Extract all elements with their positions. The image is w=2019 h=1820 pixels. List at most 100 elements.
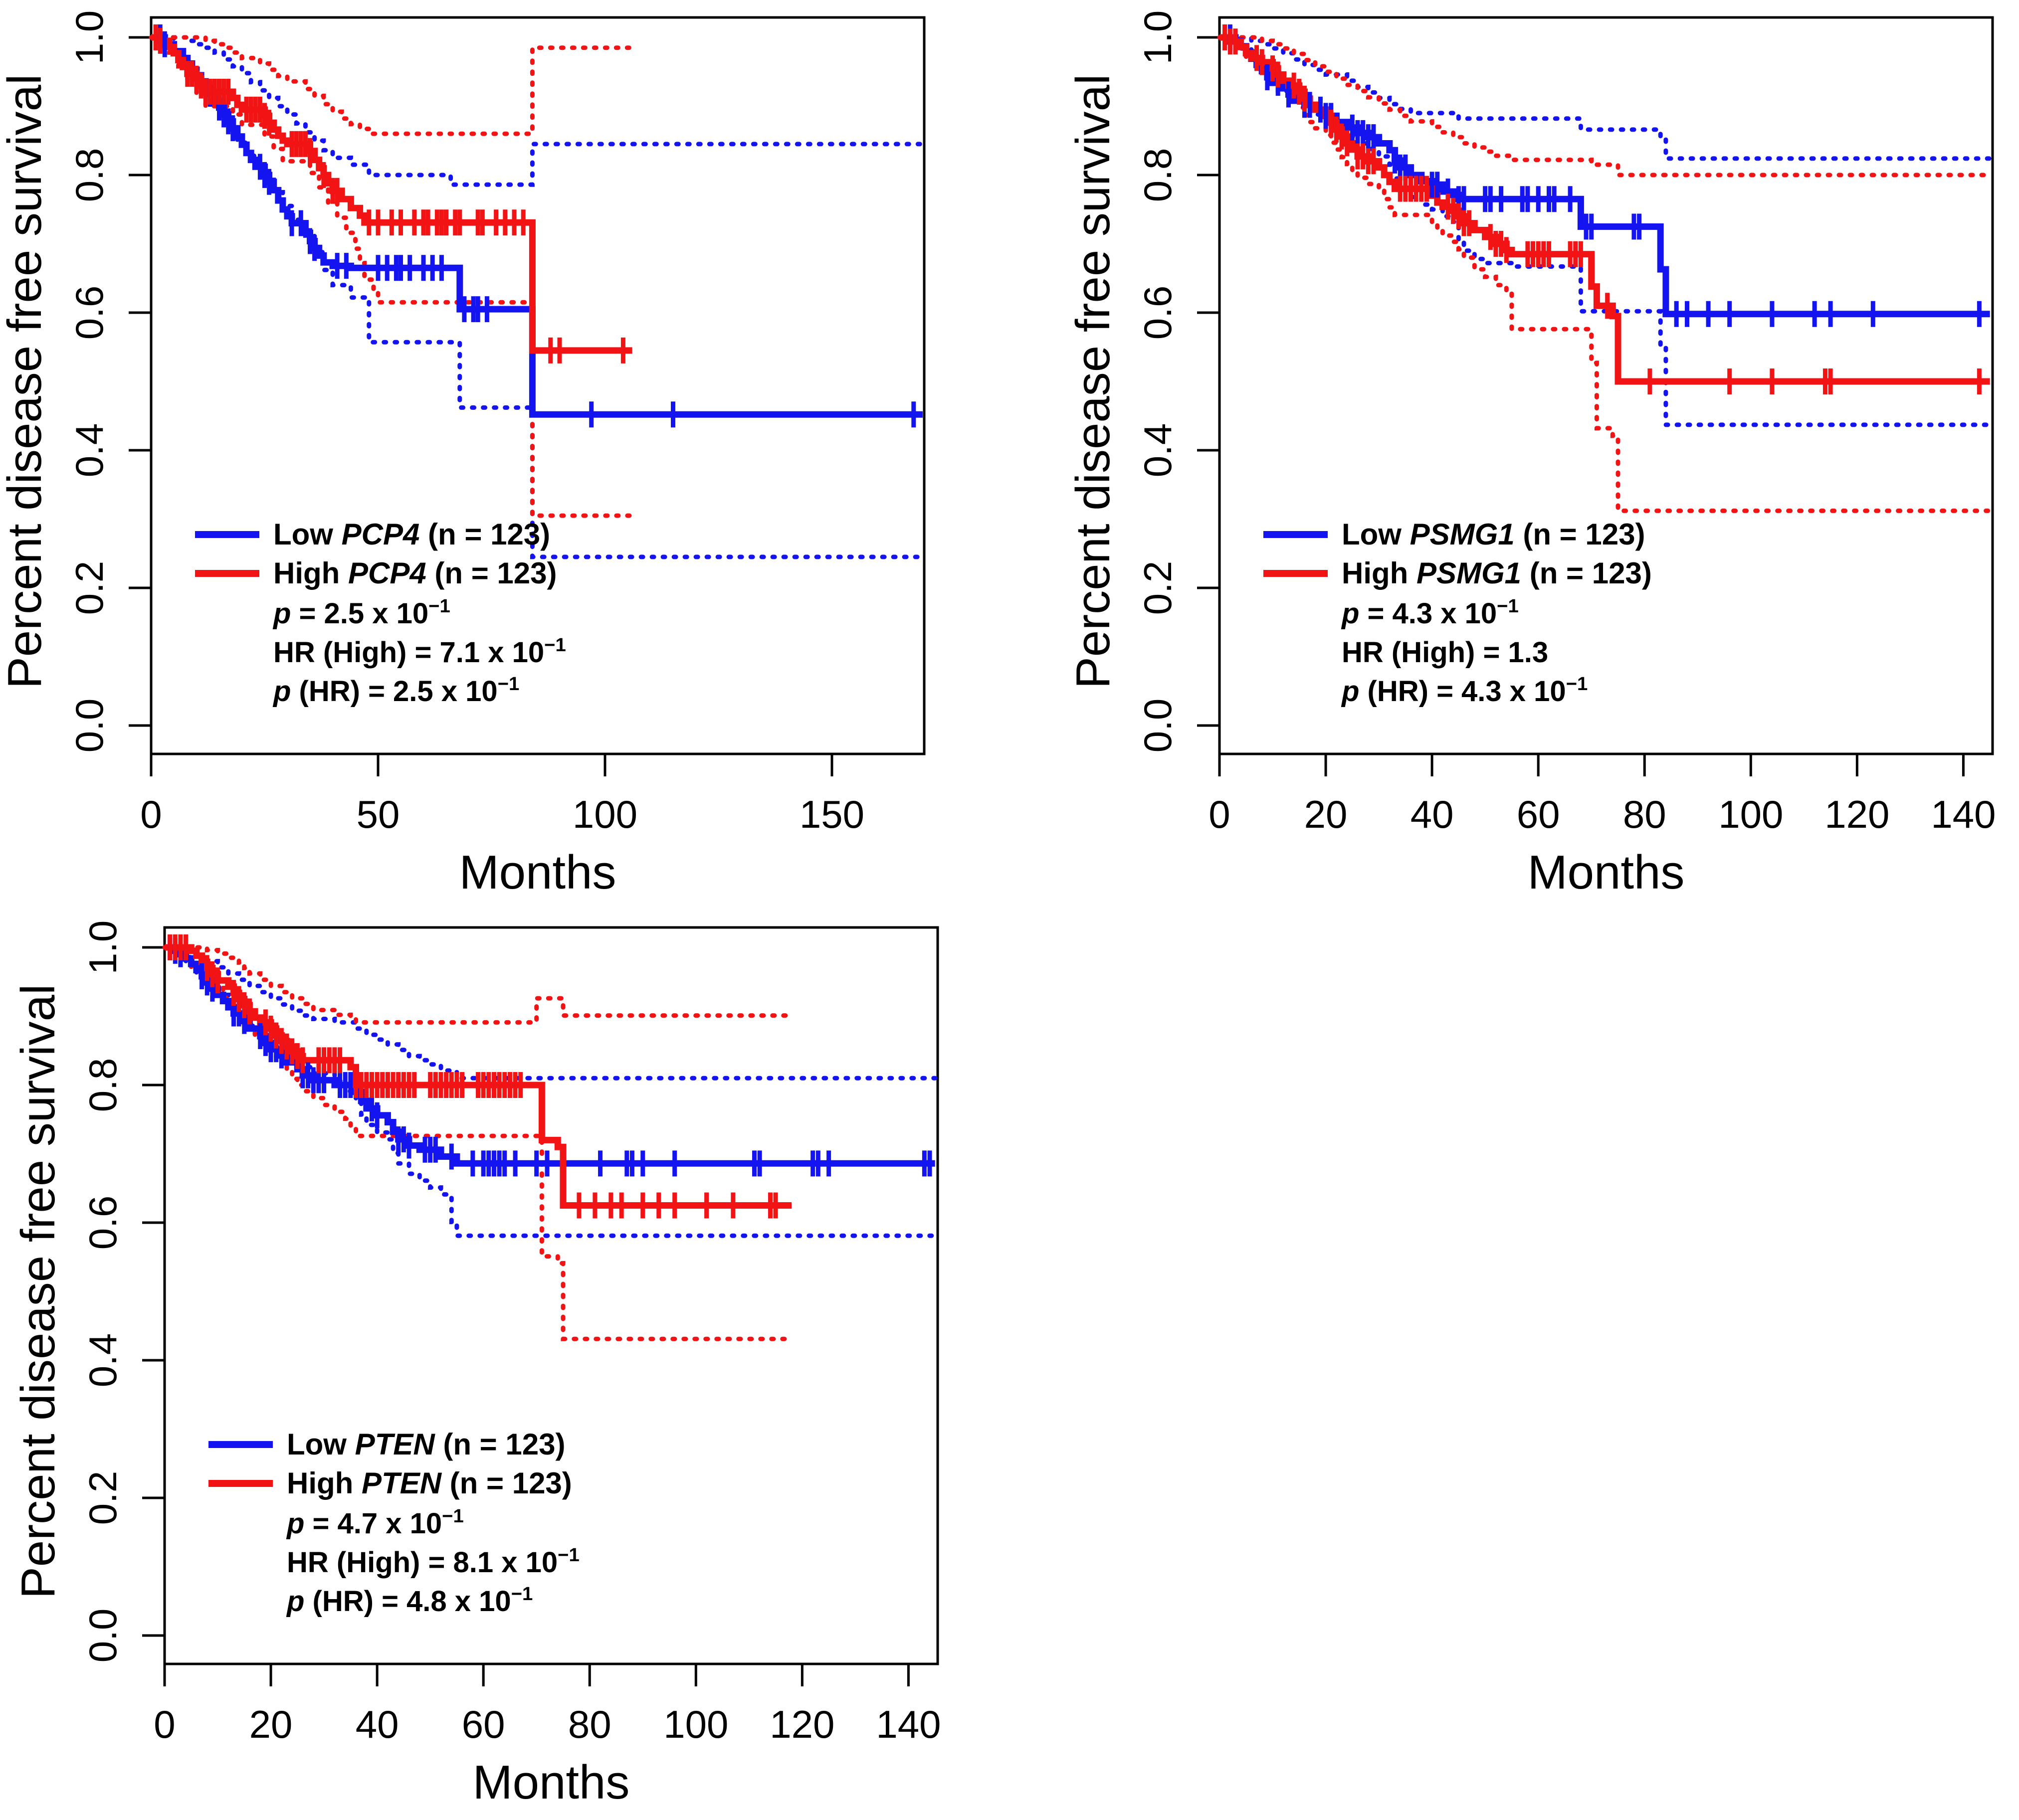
y-axis-tick-label: 0.4 bbox=[67, 423, 111, 477]
ci-upper-high bbox=[149, 35, 635, 136]
superscript-text: −1 bbox=[442, 1505, 464, 1527]
legend-stat-line: p (HR) = 2.5 x 10−1 bbox=[272, 673, 519, 708]
label-text: Low bbox=[287, 1428, 355, 1461]
y-axis-title: Percent disease free survival bbox=[4, 74, 51, 689]
y-axis-tick-label: 0.2 bbox=[1136, 561, 1180, 615]
label-text: Low bbox=[1342, 518, 1410, 551]
label-text: Low bbox=[273, 518, 342, 551]
y-axis-tick-label: 0.0 bbox=[1136, 699, 1180, 752]
x-axis-tick-label: 0 bbox=[154, 1702, 175, 1746]
x-axis-tick-label: 50 bbox=[357, 792, 400, 836]
y-axis-tick-label: 0.6 bbox=[67, 286, 111, 340]
survival-curve-high bbox=[151, 34, 632, 354]
legend-stat-line: p (HR) = 4.3 x 10−1 bbox=[1341, 673, 1588, 708]
censor-marks-low bbox=[168, 934, 932, 1177]
x-axis-tick-label: 20 bbox=[1304, 792, 1348, 836]
y-axis-tick-label: 0.6 bbox=[1136, 286, 1180, 340]
x-axis-tick-label: 140 bbox=[1931, 792, 1996, 836]
y-axis-tick-label: 0.8 bbox=[1136, 148, 1180, 202]
label-text: p bbox=[1341, 675, 1359, 708]
y-axis-title: Percent disease free survival bbox=[17, 984, 65, 1599]
ci-upper-low bbox=[162, 945, 938, 1081]
ci-upper-low bbox=[149, 35, 925, 187]
label-text: (n = 123) bbox=[1515, 518, 1645, 551]
label-text: (HR) = 4.8 x 10 bbox=[304, 1585, 511, 1618]
plot-frame bbox=[1218, 16, 1994, 755]
label-text: PSMG1 bbox=[1416, 556, 1521, 590]
superscript-text: −1 bbox=[544, 634, 566, 656]
y-axis-tick-label: 0.2 bbox=[81, 1471, 125, 1525]
y-axis-tick-label: 0.8 bbox=[81, 1058, 125, 1112]
legend-label-low: Low PCP4 (n = 123) bbox=[273, 518, 550, 551]
label-text: PSMG1 bbox=[1410, 518, 1515, 551]
label-text: (n = 123) bbox=[435, 1428, 566, 1461]
label-text: HR (High) = 7.1 x 10 bbox=[273, 636, 544, 669]
label-text: (n = 123) bbox=[426, 556, 557, 590]
label-text: (HR) = 2.5 x 10 bbox=[291, 675, 497, 708]
ci-upper-high bbox=[1217, 35, 1993, 178]
x-axis-tick-label: 140 bbox=[876, 1702, 941, 1746]
x-axis-tick-label: 120 bbox=[770, 1702, 834, 1746]
label-text: = 4.3 x 10 bbox=[1359, 597, 1497, 630]
legend-stat-line: p = 4.3 x 10−1 bbox=[1341, 595, 1519, 630]
ci-upper-high bbox=[162, 945, 794, 1025]
legend-label-low: Low PTEN (n = 123) bbox=[287, 1428, 565, 1461]
censor-marks-high bbox=[153, 24, 625, 364]
x-axis-tick-label: 60 bbox=[1517, 792, 1560, 836]
legend-label-high: High PSMG1 (n = 123) bbox=[1342, 556, 1652, 590]
legend-label-high: High PCP4 (n = 123) bbox=[273, 556, 557, 590]
plot-frame bbox=[163, 926, 939, 1665]
ci-lower-low bbox=[162, 945, 938, 1238]
x-axis-tick-label: 150 bbox=[800, 792, 864, 836]
x-axis-title: Months bbox=[459, 846, 616, 899]
label-text: (n = 123) bbox=[441, 1466, 572, 1500]
x-axis-title: Months bbox=[473, 1756, 630, 1809]
y-axis-tick-label: 0.4 bbox=[81, 1333, 125, 1387]
x-axis-tick-label: 40 bbox=[356, 1702, 399, 1746]
label-text: (n = 123) bbox=[419, 518, 550, 551]
legend-stat-line: p = 2.5 x 10−1 bbox=[272, 595, 450, 630]
legend-stat-line: HR (High) = 1.3 bbox=[1342, 636, 1548, 669]
legend-label-low: Low PSMG1 (n = 123) bbox=[1342, 518, 1645, 551]
km-chart-pcp4: 0 50 100 150 0.0 0.2 0.4 0.6 0.8 1.0 Months Percent… bbox=[0, 0, 952, 905]
km-plot-pcp4-svg: 0 50 100 150 0.0 0.2 0.4 0.6 0.8 1.0 Months Percent… bbox=[0, 10, 926, 899]
x-axis-tick-label: 100 bbox=[573, 792, 637, 836]
x-axis-tick-label: 20 bbox=[249, 1702, 293, 1746]
censor-marks-high bbox=[1222, 24, 1982, 394]
label-text: = 4.7 x 10 bbox=[304, 1507, 442, 1540]
label-text: p bbox=[272, 597, 291, 630]
legend: Low PTEN (n = 123)High PTEN (n = 123)p =… bbox=[208, 1428, 580, 1618]
x-axis-tick-label: 120 bbox=[1824, 792, 1889, 836]
legend-stat-line: p = 4.7 x 10−1 bbox=[286, 1505, 464, 1540]
superscript-text: −1 bbox=[511, 1583, 533, 1605]
y-axis-tick-label: 0.0 bbox=[81, 1609, 125, 1662]
km-chart-pten: 0 20 40 60 80 100 120 140 0.0 0.2 0.4 0.6 0.8 1.0 Mont… bbox=[11, 910, 965, 1815]
label-text: p bbox=[286, 1585, 304, 1618]
superscript-text: −1 bbox=[428, 595, 450, 617]
label-text: (n = 123) bbox=[1521, 556, 1652, 590]
label-text: PTEN bbox=[362, 1466, 442, 1500]
survival-curve-high bbox=[1219, 34, 1990, 385]
superscript-text: −1 bbox=[498, 673, 520, 695]
label-text: (HR) = 4.3 x 10 bbox=[1359, 675, 1566, 708]
censor-marks-low bbox=[1222, 24, 1982, 327]
label-text: p bbox=[286, 1507, 304, 1540]
superscript-text: −1 bbox=[1566, 673, 1588, 695]
x-axis-title: Months bbox=[1528, 846, 1685, 899]
y-axis-title: Percent disease free survival bbox=[1072, 74, 1120, 689]
label-text: PTEN bbox=[355, 1428, 436, 1461]
x-axis-tick-label: 40 bbox=[1411, 792, 1454, 836]
x-axis-tick-label: 60 bbox=[462, 1702, 505, 1746]
x-axis-tick-label: 100 bbox=[1718, 792, 1783, 836]
legend-stat-line: p (HR) = 4.8 x 10−1 bbox=[286, 1583, 533, 1618]
survival-curve-high bbox=[165, 944, 792, 1209]
y-axis-tick-label: 1.0 bbox=[67, 10, 111, 64]
legend: Low PCP4 (n = 123)High PCP4 (n = 123)p =… bbox=[195, 518, 566, 708]
ci-lower-high bbox=[1217, 35, 1993, 513]
label-text: HR (High) = 8.1 x 10 bbox=[287, 1546, 558, 1579]
legend-stat-line: HR (High) = 8.1 x 10−1 bbox=[287, 1544, 580, 1579]
label-text: PCP4 bbox=[348, 556, 426, 590]
censor-marks-low bbox=[158, 24, 916, 428]
label-text: HR (High) = 1.3 bbox=[1342, 636, 1548, 669]
